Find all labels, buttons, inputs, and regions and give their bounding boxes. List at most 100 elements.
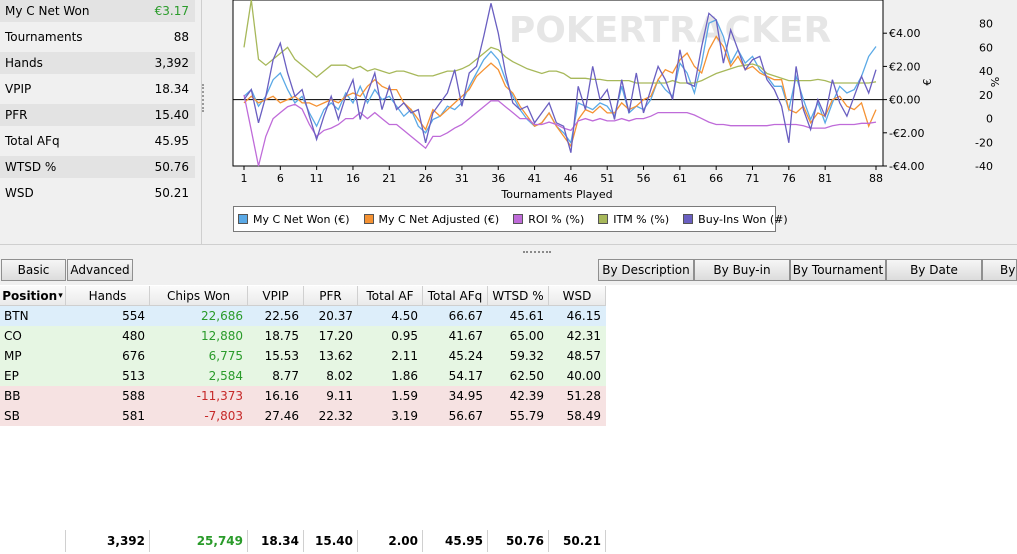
table-cell: 34.95 xyxy=(448,389,483,403)
table-cell: 62.50 xyxy=(509,369,544,383)
x-tick-label: 31 xyxy=(455,172,469,185)
table-cell: 20.37 xyxy=(318,309,353,323)
total-cell: 25,749 xyxy=(196,534,243,548)
stat-label: VPIP xyxy=(5,82,32,96)
table-cell: EP xyxy=(4,369,19,383)
table-cell: 56.67 xyxy=(448,409,483,423)
stat-label: WSD xyxy=(5,186,34,200)
table-cell: 588 xyxy=(122,389,145,403)
table-cell: 22.56 xyxy=(264,309,299,323)
legend-item[interactable]: Buy-Ins Won (#) xyxy=(683,213,788,226)
table-cell: 22.32 xyxy=(318,409,353,423)
column-header-wsd[interactable]: WSD xyxy=(549,286,606,306)
x-tick-label: 56 xyxy=(637,172,651,185)
table-cell: 16.16 xyxy=(264,389,299,403)
table-cell: 58.49 xyxy=(566,409,601,423)
stat-label: Total AFq xyxy=(5,134,60,148)
table-cell: 41.67 xyxy=(448,329,483,343)
column-header-position[interactable]: Position ▾ xyxy=(0,286,66,306)
stat-value: 18.34 xyxy=(154,82,189,96)
table-cell: 9.11 xyxy=(326,389,353,403)
column-header-pfr[interactable]: PFR xyxy=(304,286,358,306)
table-cell: 8.77 xyxy=(272,369,299,383)
column-header-vpip[interactable]: VPIP xyxy=(248,286,304,306)
x-tick-label: 51 xyxy=(600,172,614,185)
table-row[interactable]: BB 588 -11,373 16.16 9.11 1.59 34.95 42.39 51.28 xyxy=(0,386,606,406)
euro-tick-label: -€2.00 xyxy=(889,127,924,140)
total-cell: 50.76 xyxy=(506,534,544,548)
stat-value: 50.21 xyxy=(154,186,189,200)
column-header-chips-won[interactable]: Chips Won xyxy=(150,286,248,306)
tab-by-description[interactable]: By Description xyxy=(598,259,694,281)
table-row[interactable]: MP 676 6,775 15.53 13.62 2.11 45.24 59.32 48.57 xyxy=(0,346,606,366)
legend-item[interactable]: My C Net Won (€) xyxy=(238,213,350,226)
results-chart: POKERTRACKER €4.00 €2.00 €0.00 -€2.00 -€4.00 8… xyxy=(232,0,1002,201)
column-header-hands[interactable]: Hands xyxy=(66,286,150,306)
table-cell: BB xyxy=(4,389,21,403)
x-tick-label: 46 xyxy=(564,172,578,185)
pct-tick-label: 0 xyxy=(986,113,993,126)
x-tick-label: 36 xyxy=(491,172,505,185)
table-row[interactable]: BTN 554 22,686 22.56 20.37 4.50 66.67 45.61 46.1… xyxy=(0,306,606,326)
stats-panel: My C Net Won €3.17 Tournaments 88 Hands 3,392… xyxy=(0,0,200,232)
legend-item[interactable]: ITM % (%) xyxy=(598,213,669,226)
stat-value: 45.95 xyxy=(154,134,189,148)
tab-by-tournament[interactable]: By Tournament xyxy=(790,259,886,281)
table-cell: BTN xyxy=(4,309,29,323)
x-tick-label: 26 xyxy=(419,172,433,185)
pct-tick-label: -40 xyxy=(975,160,993,173)
series-line xyxy=(243,3,877,153)
tab-by-buy-in[interactable]: By Buy-in xyxy=(694,259,790,281)
vertical-splitter-grip[interactable] xyxy=(202,84,205,112)
total-cell: 18.34 xyxy=(261,534,299,548)
column-separator xyxy=(149,530,150,552)
column-header-wtsd[interactable]: WTSD % xyxy=(488,286,549,306)
stat-value: 88 xyxy=(173,30,189,44)
tab-by-more[interactable]: By xyxy=(982,259,1017,281)
x-tick-label: 81 xyxy=(818,172,832,185)
watermark-logo: POKERTRACKER xyxy=(509,10,831,51)
table-cell: 6,775 xyxy=(208,349,243,363)
stat-row: WTSD % 50.76 xyxy=(0,156,195,178)
series-line xyxy=(243,94,877,167)
stat-value: €3.17 xyxy=(154,4,189,18)
stat-row: Tournaments 88 xyxy=(0,26,195,48)
table-cell: 59.32 xyxy=(509,349,544,363)
column-header-total-af[interactable]: Total AF xyxy=(358,286,423,306)
pct-axis-label: % xyxy=(989,77,1002,87)
column-separator xyxy=(548,530,549,552)
table-cell: 65.00 xyxy=(509,329,544,343)
table-row[interactable]: CO 480 12,880 18.75 17.20 0.95 41.67 65.00 42.31 xyxy=(0,326,606,346)
tab-by-date[interactable]: By Date xyxy=(886,259,982,281)
table-row[interactable]: EP 513 2,584 8.77 8.02 1.86 54.17 62.50 40.00 xyxy=(0,366,606,386)
series-line xyxy=(243,0,877,84)
stat-row: My C Net Won €3.17 xyxy=(0,0,195,22)
column-separator xyxy=(65,530,66,552)
horizontal-splitter[interactable] xyxy=(0,244,1017,256)
table-cell: 54.17 xyxy=(448,369,483,383)
table-row[interactable]: SB 581 -7,803 27.46 22.32 3.19 56.67 55.79 58.49 xyxy=(0,406,606,426)
x-tick-label: 1 xyxy=(241,172,248,185)
pct-tick-label: 20 xyxy=(979,89,993,102)
x-tick-label: 21 xyxy=(382,172,396,185)
table-cell: -11,373 xyxy=(196,389,243,403)
x-tick-label: 11 xyxy=(310,172,324,185)
x-tick-label: 41 xyxy=(528,172,542,185)
column-header-total-afq[interactable]: Total AFq xyxy=(423,286,488,306)
table-cell: 45.24 xyxy=(448,349,483,363)
table-cell: 27.46 xyxy=(264,409,299,423)
legend-item[interactable]: My C Net Adjusted (€) xyxy=(363,213,499,226)
table-cell: 15.53 xyxy=(264,349,299,363)
table-cell: 581 xyxy=(122,409,145,423)
splitter-grip-icon[interactable] xyxy=(523,251,551,253)
legend-item[interactable]: ROI % (%) xyxy=(513,213,584,226)
table-cell: 42.39 xyxy=(509,389,544,403)
total-cell: 15.40 xyxy=(315,534,353,548)
chart-legend: My C Net Won (€) My C Net Adjusted (€) ROI… xyxy=(233,206,788,232)
tab-basic[interactable]: Basic xyxy=(1,259,66,281)
table-cell: 2,584 xyxy=(208,369,243,383)
table-cell: MP xyxy=(4,349,22,363)
legend-swatch xyxy=(363,214,374,224)
euro-tick-label: €0.00 xyxy=(889,94,921,107)
tab-advanced[interactable]: Advanced xyxy=(67,259,133,281)
